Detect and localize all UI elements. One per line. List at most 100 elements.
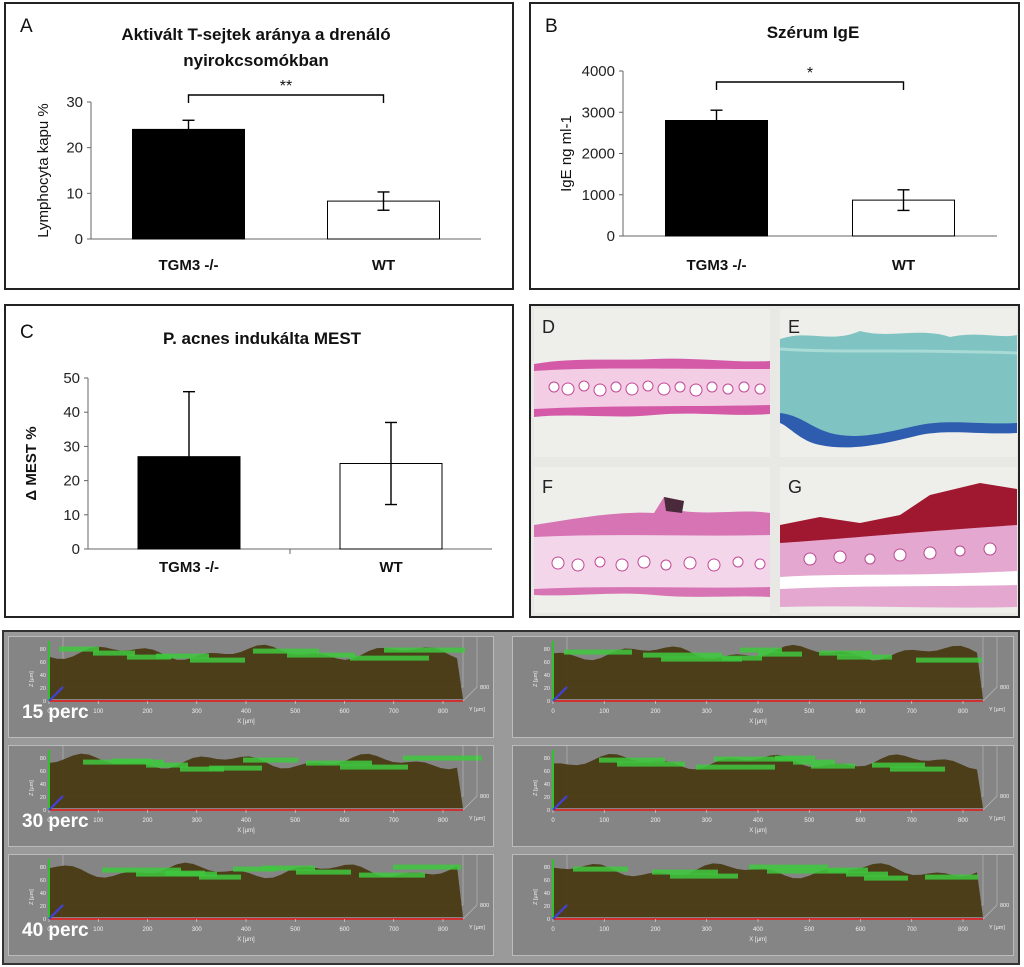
fluorescence-signal: [925, 874, 978, 880]
x-axis-tick-label: 300: [702, 927, 713, 933]
a-bar: [132, 128, 245, 240]
y-axis-tick-label: 800: [480, 794, 489, 800]
fluorescence-signal: [262, 865, 315, 871]
x-axis-label: X [µm]: [237, 828, 255, 834]
z-axis-tick-label: 80: [40, 756, 46, 762]
x-axis-tick-label: 100: [599, 818, 610, 824]
chart-b: B Szérum IgE 0 1000 2000 3000 4000 IgE ng ml-1 T…: [545, 16, 997, 274]
x-axis-tick-label: 300: [702, 709, 713, 715]
x-axis-tick-label: 100: [93, 818, 104, 824]
b-panel-letter: B: [545, 16, 558, 37]
z-axis-tick-label: 20: [544, 795, 550, 801]
z-axis-label: Z [µm]: [533, 780, 539, 796]
z-axis-label: Z [µm]: [533, 889, 539, 905]
y-axis-label: Y [µm]: [469, 816, 485, 822]
a-significance-bracket: [187, 94, 385, 103]
fluorescence-signal: [916, 657, 982, 663]
fluorescence-signal: [714, 756, 795, 762]
volume-box-edge: [982, 686, 998, 702]
b-y-tick-label: 3000: [582, 104, 615, 121]
b-y-axis-label: IgE ng ml-1: [558, 115, 575, 192]
fluorescence-signal: [573, 866, 628, 872]
fluorescence-signal: [340, 764, 408, 770]
x-axis-tick-label: 200: [142, 818, 153, 824]
histology-label-d: D: [542, 317, 555, 337]
volume-box-edge: [462, 795, 478, 811]
fluorescence-signal: [127, 654, 171, 660]
z-axis-tick-label: 20: [40, 904, 46, 910]
fluorescence-signal: [837, 654, 892, 660]
chart-c: C P. acnes indukálta MEST 0 10 20 30 40 50 Δ MES…: [20, 322, 492, 576]
volume-box-edge: [462, 904, 478, 920]
c-y-tick-label: 0: [72, 541, 80, 558]
fluorescence-signal: [767, 868, 848, 874]
x-axis-tick-label: 200: [650, 709, 661, 715]
fluorescence-signal: [740, 647, 782, 653]
fluorescence-signal: [243, 757, 298, 763]
x-axis-label: X [µm]: [749, 937, 767, 943]
x-axis-tick-label: 800: [958, 709, 969, 715]
z-axis-tick-label: 40: [544, 673, 550, 679]
x-axis-tick-label: 500: [804, 818, 815, 824]
x-axis-tick-label: 400: [753, 709, 764, 715]
fluorescence-signal: [156, 653, 209, 659]
x-axis-tick-label: 100: [599, 927, 610, 933]
b-y-tick-label: 1000: [582, 187, 615, 204]
fluorescence-signal: [872, 762, 925, 768]
fluorescence-signal: [846, 871, 888, 877]
b-y-tick-label: 4000: [582, 63, 615, 80]
c-y-tick-label: 30: [63, 438, 80, 455]
x-axis-tick-label: 700: [907, 927, 918, 933]
microscopy-3d-render: 0 100 200 300 400 500 600 700 800 X [µm] 0 20 40 60 80…: [8, 854, 494, 956]
x-axis-tick-label: 400: [241, 709, 252, 715]
fluorescence-signal: [199, 874, 241, 880]
fluorescence-signal: [359, 872, 425, 878]
y-axis-tick-label: 800: [480, 903, 489, 909]
x-axis-tick-label: 0: [47, 709, 51, 715]
z-axis-tick-label: 80: [544, 756, 550, 762]
histology-image-e: E: [780, 309, 1017, 457]
z-axis-tick-label: 0: [43, 808, 46, 814]
y-axis-label: Y [µm]: [989, 816, 1005, 822]
z-axis-label: Z [µm]: [29, 889, 35, 905]
x-axis-tick-label: 0: [551, 709, 555, 715]
volume-box-edge: [462, 686, 478, 702]
x-axis-tick-label: 500: [290, 927, 301, 933]
c-panel-letter: C: [20, 322, 34, 343]
z-axis-tick-label: 0: [43, 917, 46, 923]
x-axis-tick-label: 300: [702, 818, 713, 824]
b-category-label: WT: [892, 257, 915, 274]
fluorescence-signal: [661, 656, 742, 662]
fluorescence-signal: [306, 760, 372, 766]
x-axis-tick-label: 400: [241, 818, 252, 824]
z-axis-label: Z [µm]: [29, 671, 35, 687]
x-axis-tick-label: 700: [907, 818, 918, 824]
z-axis-tick-label: 80: [544, 865, 550, 871]
c-category-label: TGM3 -/-: [159, 559, 219, 576]
x-axis-tick-label: 500: [290, 818, 301, 824]
x-axis-label: X [µm]: [237, 719, 255, 725]
x-axis-tick-label: 200: [142, 927, 153, 933]
b-significance-marker: *: [807, 65, 813, 82]
fluorescence-signal: [599, 757, 665, 763]
y-axis-line: [48, 904, 64, 920]
y-axis-label: Y [µm]: [469, 925, 485, 931]
fluorescence-signal: [696, 764, 775, 770]
z-axis-tick-label: 20: [544, 686, 550, 692]
z-axis-tick-label: 80: [544, 647, 550, 653]
fluorescence-signal: [136, 871, 217, 877]
fluorescence-signal: [83, 759, 164, 765]
x-axis-tick-label: 100: [93, 927, 104, 933]
fluorescence-signal: [652, 869, 718, 875]
fluorescence-signal: [146, 762, 188, 768]
b-significance-bracket: [715, 81, 905, 90]
z-axis-tick-label: 0: [547, 699, 550, 705]
fluorescence-signal: [890, 766, 945, 772]
a-panel-letter: A: [20, 16, 33, 37]
z-axis-label: Z [µm]: [29, 780, 35, 796]
z-axis-tick-label: 60: [40, 878, 46, 884]
x-axis-tick-label: 500: [290, 709, 301, 715]
z-axis-label: Z [µm]: [533, 671, 539, 687]
histology-panel: D E F: [529, 304, 1020, 618]
panel-a: A Aktivált T-sejtek aránya a drenáló nyiro…: [4, 2, 514, 290]
